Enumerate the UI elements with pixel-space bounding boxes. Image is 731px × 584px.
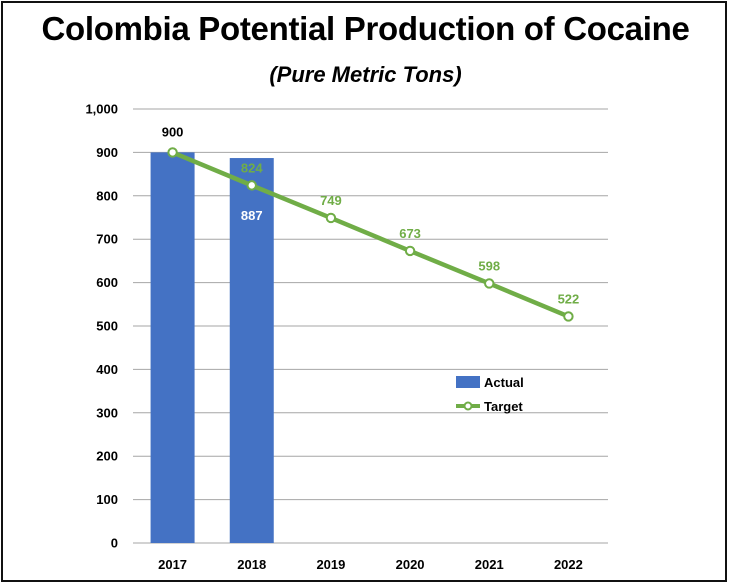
- target-point: [246, 180, 257, 191]
- grid-lines: [133, 108, 608, 544]
- x-axis-ticks: 2017 2018 2019 2020 2021 2022: [158, 557, 583, 572]
- y-tick-label: 0: [111, 536, 118, 551]
- y-tick-label: 800: [96, 188, 118, 203]
- target-line: [167, 147, 574, 322]
- target-point: [563, 311, 574, 322]
- target-data-label: 673: [399, 226, 421, 241]
- target-point: [325, 212, 337, 224]
- x-tick-label: 2017: [158, 557, 187, 572]
- chart-subtitle: (Pure Metric Tons): [269, 62, 462, 87]
- target-point: [167, 147, 178, 158]
- legend: Actual Target: [456, 375, 524, 414]
- target-series-line: [171, 150, 570, 319]
- target-data-label: 749: [320, 193, 342, 208]
- data-labels: 900 887 824 749 673 598 522: [162, 124, 580, 306]
- legend-label-actual: Actual: [484, 375, 524, 390]
- y-tick-label: 500: [96, 319, 118, 334]
- actual-bar: [229, 158, 274, 544]
- y-tick-label: 600: [96, 275, 118, 290]
- target-point: [484, 278, 495, 289]
- x-tick-label: 2022: [554, 557, 583, 572]
- y-tick-label: 900: [96, 145, 118, 160]
- y-axis-ticks: 0 100 200 300 400 500 600 700 800 900 1,000: [85, 102, 118, 551]
- legend-label-target: Target: [484, 399, 523, 414]
- target-data-label: 522: [558, 291, 580, 306]
- x-tick-label: 2020: [396, 557, 425, 572]
- x-tick-label: 2021: [475, 557, 504, 572]
- target-data-label: 598: [478, 258, 500, 273]
- chart-title: Colombia Potential Production of Cocaine: [41, 10, 690, 47]
- target-data-label: 824: [241, 160, 263, 175]
- legend-marker-target: [463, 401, 473, 411]
- actual-bars: [150, 152, 274, 544]
- actual-bar: [150, 152, 195, 543]
- x-tick-label: 2019: [316, 557, 345, 572]
- actual-data-label: 900: [162, 124, 184, 139]
- target-point: [404, 245, 416, 257]
- legend-swatch-actual: [456, 376, 480, 388]
- y-tick-label: 400: [96, 362, 118, 377]
- y-tick-label: 200: [96, 449, 118, 464]
- y-tick-label: 300: [96, 405, 118, 420]
- y-tick-label: 1,000: [85, 102, 118, 117]
- x-tick-label: 2018: [237, 557, 266, 572]
- y-tick-label: 100: [96, 492, 118, 507]
- actual-data-label: 887: [241, 208, 263, 223]
- y-tick-label: 700: [96, 232, 118, 247]
